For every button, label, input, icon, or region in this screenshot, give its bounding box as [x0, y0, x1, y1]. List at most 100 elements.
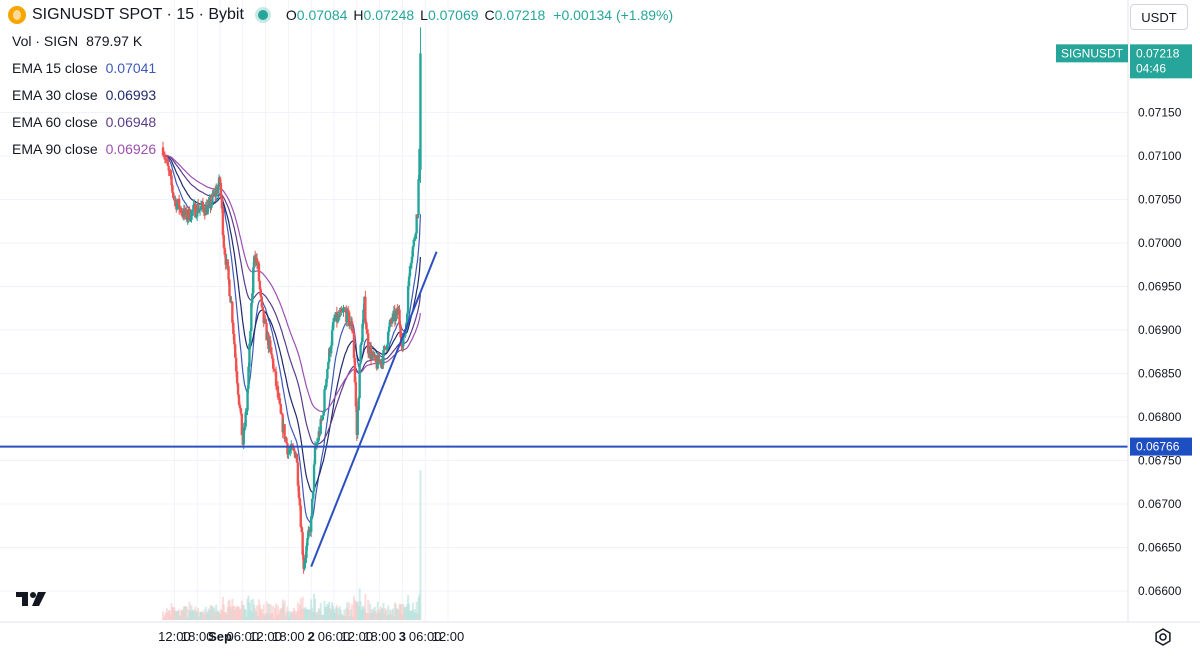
ema-legend-name: EMA 30 close: [12, 87, 98, 103]
time-tick-label: 12:00: [432, 629, 465, 644]
time-tick-label: 3: [399, 629, 406, 644]
candle-body: [305, 545, 308, 558]
candle-body: [357, 397, 360, 411]
candle-body: [370, 354, 374, 360]
candle-body: [391, 313, 395, 322]
ema-legend-30[interactable]: EMA 30 close 0.06993: [12, 87, 157, 103]
candle-body: [410, 256, 414, 264]
candle-body: [325, 378, 328, 387]
candle-body: [327, 361, 330, 369]
price-tick-label: 0.07150: [1138, 106, 1182, 120]
candle-body: [415, 214, 418, 234]
volume-bar: [178, 609, 181, 620]
candle-body: [277, 397, 281, 399]
volume-legend[interactable]: Vol · SIGN 879.97 K: [12, 33, 143, 49]
candle-body: [304, 557, 307, 563]
volume-bar: [364, 593, 367, 620]
candle-body: [278, 398, 282, 405]
candle-body: [350, 321, 354, 331]
candle-body: [283, 424, 286, 440]
candle-body: [222, 235, 225, 248]
ema-legend-90[interactable]: EMA 90 close 0.06926: [12, 141, 157, 157]
drawn-lines[interactable]: [0, 251, 1128, 568]
symbol-tag-bg: [1056, 44, 1128, 63]
candle-body: [351, 330, 355, 333]
candle-body: [408, 266, 412, 277]
price-axis[interactable]: 0.07150 0.07100 0.07050 0.07000 0.06950 0.069…: [1138, 106, 1182, 599]
candle-body: [280, 413, 283, 415]
candle-body: [206, 205, 209, 215]
high-value: 0.07248: [363, 7, 415, 23]
ema-legend-15[interactable]: EMA 15 close 0.07041: [12, 60, 157, 76]
price-tick-label: 0.06850: [1138, 367, 1182, 381]
volume-bar: [348, 602, 351, 620]
time-tick-label: Sep: [208, 629, 232, 644]
settings-gear-icon[interactable]: [1154, 628, 1172, 646]
ema-legend-name: EMA 90 close: [12, 141, 98, 157]
candle-body: [324, 386, 327, 390]
candle-body: [310, 516, 313, 533]
candle-body: [312, 464, 316, 492]
volume-bar: [268, 603, 271, 620]
candle-body: [192, 205, 195, 211]
candle-body: [276, 386, 280, 398]
candle-body: [358, 363, 361, 398]
time-tick-label: 06:00: [409, 629, 442, 644]
volume-bar: [301, 596, 304, 620]
ema-legend-60[interactable]: EMA 60 close 0.06948: [12, 114, 157, 130]
candle-body: [407, 276, 411, 287]
volume-bar: [256, 605, 259, 620]
last-price-tag-bg: [1130, 44, 1192, 79]
candle-body: [326, 368, 329, 379]
candle-body: [251, 293, 254, 303]
candle-body: [261, 306, 264, 311]
volume-bar: [391, 608, 394, 620]
open-key: O: [285, 7, 297, 23]
volume-bar: [419, 470, 422, 620]
candle-body: [402, 334, 405, 347]
candle-body: [417, 179, 420, 215]
candle-body: [177, 198, 181, 210]
candle-body: [243, 426, 246, 428]
symbol-title[interactable]: SIGNUSDT SPOT · 15 · Bybit: [32, 6, 244, 23]
candle-body: [211, 193, 214, 204]
candle-body: [168, 170, 171, 173]
volume-bar: [415, 601, 418, 620]
currency-select[interactable]: USDT: [1130, 4, 1188, 30]
candle-body: [416, 214, 419, 216]
candle-body: [406, 286, 410, 314]
candle-body: [285, 437, 288, 444]
candle-body: [319, 418, 322, 434]
candle-body: [249, 330, 252, 344]
candle-body: [352, 332, 356, 359]
candle-body: [244, 412, 247, 427]
candle-body: [419, 53, 422, 170]
candle-body: [198, 208, 202, 211]
volume-bar: [336, 607, 339, 620]
candle-body: [264, 319, 267, 323]
open-value: 0.07084: [296, 7, 348, 23]
candle-body: [237, 394, 241, 405]
price-tick-label: 0.06700: [1138, 497, 1182, 511]
time-tick-label: 06:00: [318, 629, 351, 644]
candle-body: [223, 247, 226, 255]
candle-body: [411, 246, 415, 257]
candle-body: [236, 383, 240, 395]
candle-body: [258, 281, 262, 290]
candle-body: [262, 310, 265, 323]
candle-body: [306, 538, 309, 546]
candle-body: [346, 309, 349, 323]
price-tick-label: 0.06750: [1138, 454, 1182, 468]
candle-body: [172, 192, 175, 198]
candle-body: [269, 340, 272, 348]
candle-body: [401, 346, 404, 348]
candle-body: [413, 237, 416, 240]
candle-body: [171, 185, 174, 193]
last-price-value: 0.07218: [1136, 46, 1180, 60]
candle-body: [353, 358, 357, 383]
price-tick-label: 0.06650: [1138, 541, 1182, 555]
volume-bar: [351, 604, 354, 620]
